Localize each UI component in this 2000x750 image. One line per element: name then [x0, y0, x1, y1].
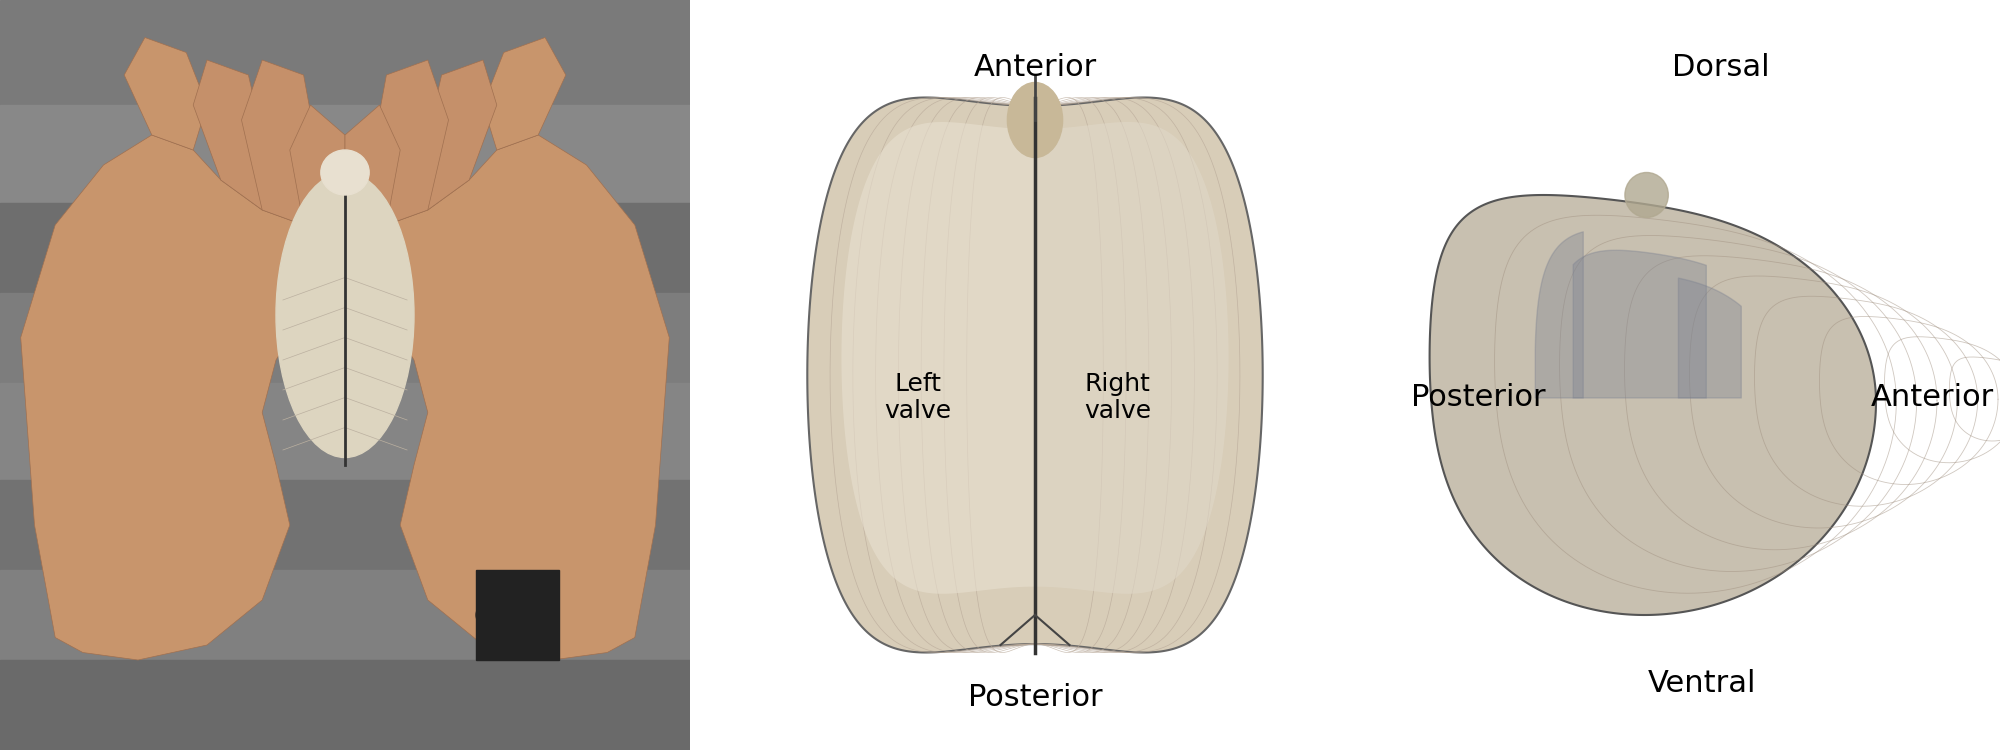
Text: Posterior: Posterior — [968, 683, 1102, 712]
Polygon shape — [1430, 195, 1876, 615]
Polygon shape — [1036, 112, 1228, 638]
Polygon shape — [194, 60, 262, 210]
Text: Anterior: Anterior — [974, 53, 1096, 82]
Polygon shape — [20, 135, 346, 660]
Bar — [0, 0, 690, 105]
Ellipse shape — [1008, 82, 1062, 158]
Bar — [0, 660, 690, 750]
Polygon shape — [346, 135, 670, 660]
Ellipse shape — [276, 172, 414, 458]
Bar — [0, 480, 690, 570]
Ellipse shape — [1624, 172, 1668, 217]
Bar — [0, 382, 690, 480]
Bar — [0, 570, 690, 660]
Polygon shape — [242, 60, 318, 225]
Text: Right
valve: Right valve — [1084, 371, 1152, 424]
Polygon shape — [482, 38, 566, 150]
Text: Anterior: Anterior — [1870, 383, 1994, 412]
Polygon shape — [346, 105, 400, 240]
Polygon shape — [842, 112, 1036, 638]
Text: Dorsal: Dorsal — [1672, 53, 1770, 82]
Polygon shape — [808, 98, 1262, 652]
Text: Ventral: Ventral — [1648, 668, 1756, 698]
Polygon shape — [428, 60, 496, 210]
Ellipse shape — [476, 592, 558, 638]
Polygon shape — [290, 105, 346, 240]
Polygon shape — [372, 60, 448, 225]
Bar — [0, 292, 690, 382]
Ellipse shape — [320, 150, 370, 195]
Text: Posterior: Posterior — [1412, 383, 1546, 412]
Bar — [476, 570, 558, 660]
Bar — [0, 202, 690, 292]
Text: Left
valve: Left valve — [884, 371, 952, 424]
Bar — [0, 105, 690, 202]
Polygon shape — [124, 38, 208, 150]
